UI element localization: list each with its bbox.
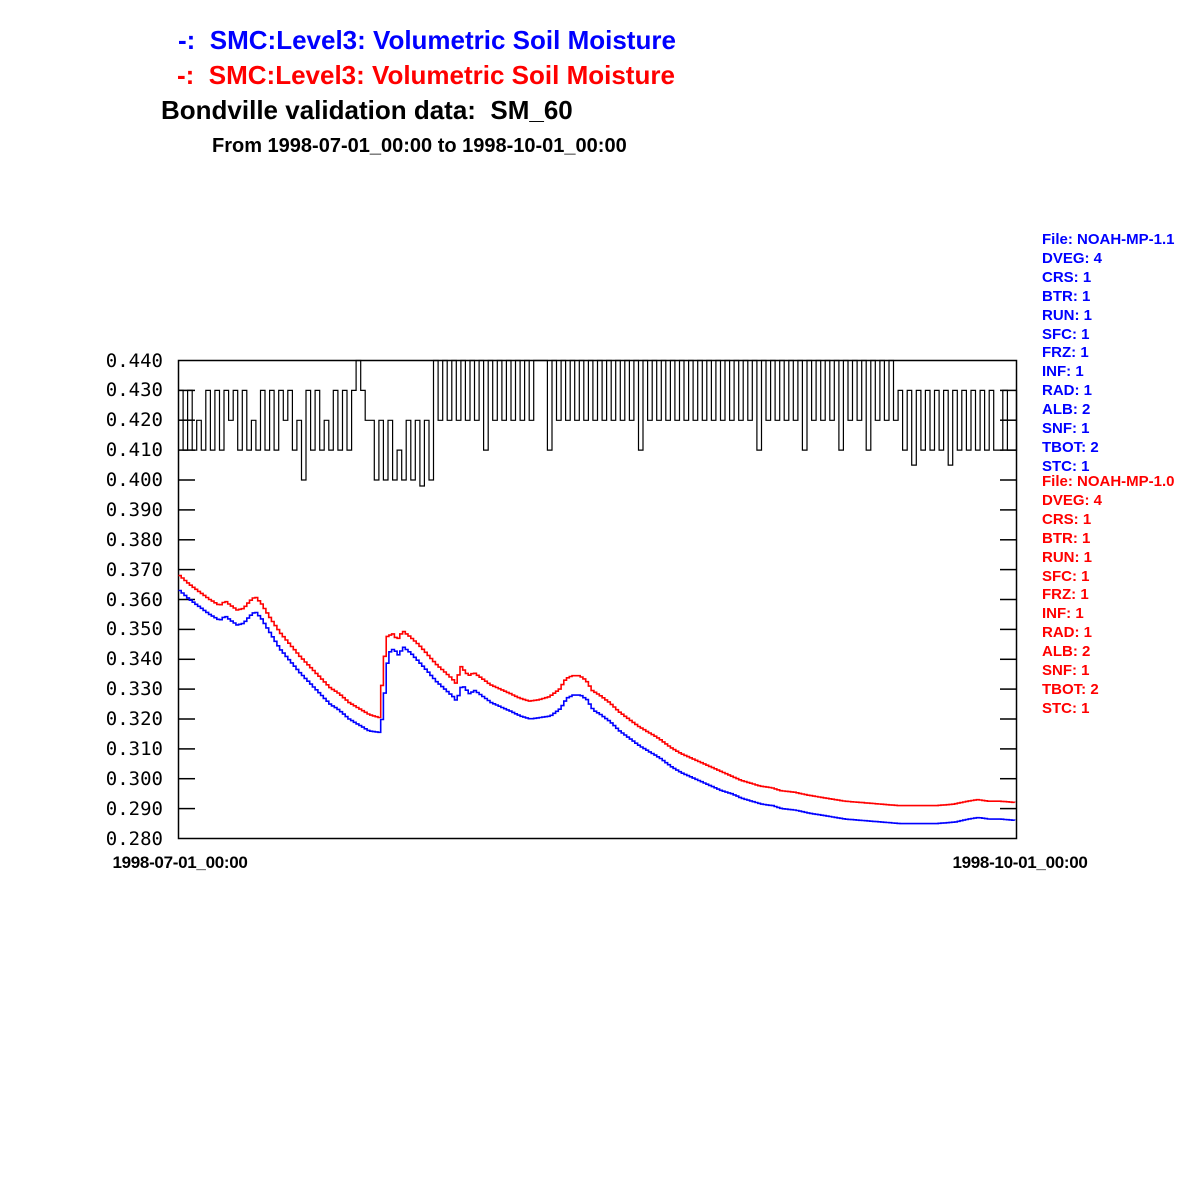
y-axis-tick-label: 0.440 <box>105 349 163 372</box>
legend-line: SFC: 1 <box>1042 325 1090 343</box>
x-axis-label-start: 1998-07-01_00:00 <box>112 853 248 872</box>
legend-line: STC: 1 <box>1042 457 1090 475</box>
y-axis-tick-label: 0.430 <box>105 379 163 402</box>
y-axis-tick-label: 0.300 <box>105 767 163 790</box>
y-axis-tick-label: 0.380 <box>105 528 163 551</box>
date-range-subtitle: From 1998-07-01_00:00 to 1998-10-01_00:0… <box>212 135 627 157</box>
legend-line: SNF: 1 <box>1042 420 1090 438</box>
plot-frame <box>177 359 1018 840</box>
legend-line: BTR: 1 <box>1042 529 1091 547</box>
series2-title: -: SMC:Level3: Volumetric Soil Moisture <box>177 60 675 90</box>
legend-line: RUN: 1 <box>1042 306 1093 324</box>
y-axis-tick-label: 0.370 <box>105 558 163 581</box>
main-title: Bondville validation data: SM_60 <box>161 95 573 125</box>
y-axis-tick-label: 0.420 <box>105 409 163 432</box>
legend-noah-mp-1-1: File: NOAH-MP-1.1 DVEG: 4 CRS: 1 BTR: 1 RUN:… <box>1042 231 1175 477</box>
legend-line: File: NOAH-MP-1.0 <box>1042 473 1175 490</box>
legend-line: RUN: 1 <box>1042 548 1093 566</box>
y-axis-tick-label: 0.340 <box>105 648 163 671</box>
y-axis-tick-label: 0.330 <box>105 678 163 701</box>
legend-line: ALB: 2 <box>1042 643 1091 661</box>
legend-line: CRS: 1 <box>1042 510 1092 528</box>
series1-line <box>178 589 1016 825</box>
legend-line: ALB: 2 <box>1042 401 1091 419</box>
legend-line: TBOT: 2 <box>1042 438 1099 456</box>
y-axis-tick-label: 0.360 <box>105 588 163 611</box>
legend-line: FRZ: 1 <box>1042 586 1089 604</box>
y-axis-tick-label: 0.290 <box>105 797 163 820</box>
observation-step-line <box>178 359 1018 487</box>
y-axis-tick-label: 0.310 <box>105 737 163 760</box>
legend-line: TBOT: 2 <box>1042 680 1099 698</box>
legend-line: SNF: 1 <box>1042 662 1090 680</box>
legend-line: BTR: 1 <box>1042 287 1091 305</box>
x-axis-label-end: 1998-10-01_00:00 <box>952 853 1088 872</box>
legend-line: RAD: 1 <box>1042 382 1093 400</box>
legend-line: DVEG: 4 <box>1042 491 1103 509</box>
legend-line: RAD: 1 <box>1042 624 1093 642</box>
y-axis-tick-label: 0.280 <box>105 827 163 850</box>
legend-line: CRS: 1 <box>1042 268 1092 286</box>
legend-line: FRZ: 1 <box>1042 344 1089 362</box>
legend-line: DVEG: 4 <box>1042 249 1103 267</box>
y-axis-tick-label: 0.400 <box>105 469 163 491</box>
legend-line: SFC: 1 <box>1042 567 1090 585</box>
legend-line: INF: 1 <box>1042 363 1084 381</box>
y-tick-marks <box>179 389 1016 810</box>
y-axis-tick-label: 0.410 <box>105 439 163 462</box>
series1-title: -: SMC:Level3: Volumetric Soil Moisture <box>178 25 676 55</box>
legend-line: INF: 1 <box>1042 605 1084 623</box>
legend-line: STC: 1 <box>1042 699 1090 717</box>
y-axis-tick-label: 0.350 <box>105 618 163 641</box>
series2-line <box>178 574 1016 807</box>
legend-noah-mp-1-0: File: NOAH-MP-1.0 DVEG: 4 CRS: 1 BTR: 1 RUN:… <box>1042 473 1175 719</box>
y-axis-tick-label: 0.390 <box>105 498 163 521</box>
legend-line: File: NOAH-MP-1.1 <box>1042 231 1175 248</box>
y-axis-tick-label: 0.320 <box>105 708 163 730</box>
